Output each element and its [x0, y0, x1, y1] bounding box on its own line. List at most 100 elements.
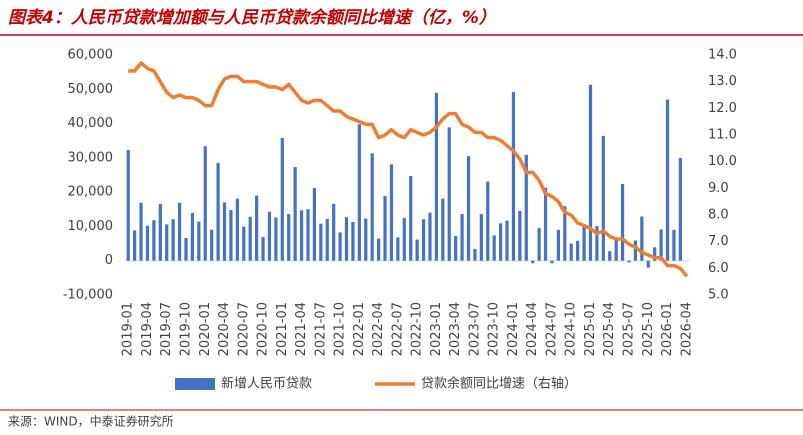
bar	[441, 198, 445, 261]
y2-tick-label: 12.0	[708, 101, 737, 116]
bar	[479, 214, 483, 261]
bar	[678, 157, 682, 261]
bar	[235, 198, 239, 261]
bar	[216, 163, 220, 261]
x-tick-label: 2024-01	[506, 302, 521, 356]
bar	[389, 164, 394, 261]
x-tick-label: 2019-10	[178, 302, 193, 356]
x-tick-label: 2023-07	[467, 302, 482, 356]
bar	[158, 203, 162, 261]
bar	[287, 214, 291, 261]
x-tick-label: 2025-01	[583, 302, 598, 356]
y2-tick-label: 9.0	[708, 181, 729, 196]
bar	[133, 230, 137, 261]
y2-tick-label: 8.0	[708, 208, 729, 223]
bar	[229, 209, 233, 261]
bar	[531, 260, 535, 264]
bar	[210, 229, 214, 261]
x-tick-label: 2022-01	[352, 302, 367, 356]
bar	[383, 195, 387, 261]
bar	[280, 137, 284, 261]
chart-title: 图表4：人民币贷款增加额与人民币贷款余额同比增速（亿，%）	[8, 8, 496, 28]
x-tick-label: 2024-04	[525, 302, 540, 356]
bar	[370, 153, 374, 261]
source: 来源：WIND，中泰证券研究所	[8, 414, 174, 429]
x-tick-label: 2022-10	[410, 302, 425, 356]
bar	[460, 214, 464, 261]
bar	[242, 226, 246, 261]
bar	[498, 223, 503, 261]
bar	[299, 210, 304, 261]
bar	[409, 176, 413, 261]
bar	[248, 216, 252, 261]
bar	[627, 260, 631, 263]
bar	[325, 218, 329, 261]
bar	[415, 239, 419, 261]
bar	[428, 212, 432, 261]
bar	[377, 238, 381, 261]
x-tick-label: 2024-10	[564, 302, 579, 356]
bar	[646, 260, 650, 268]
bar	[518, 211, 522, 261]
bar	[152, 220, 156, 261]
bar	[306, 209, 310, 261]
bar	[608, 251, 612, 261]
bar	[665, 99, 670, 261]
bar	[633, 240, 638, 261]
bar	[576, 240, 580, 261]
y2-tick-label: 11.0	[708, 128, 737, 143]
y-tick-label: 10,000	[68, 219, 114, 234]
bar	[190, 213, 195, 261]
bar	[582, 226, 586, 261]
bar	[364, 218, 368, 261]
x-tick-label: 2019-07	[159, 302, 174, 356]
x-tick-label: 2020-07	[236, 302, 251, 356]
x-tick-label: 2025-10	[641, 302, 656, 356]
bar	[537, 228, 541, 261]
x-tick-label: 2023-01	[429, 302, 444, 356]
x-tick-label: 2026-04	[679, 302, 694, 356]
bar	[177, 202, 182, 261]
legend-label: 贷款余额同比增速（右轴）	[421, 376, 577, 392]
line	[128, 61, 689, 278]
bar	[672, 229, 676, 261]
bar	[351, 221, 355, 261]
bar	[255, 195, 259, 261]
bar	[486, 181, 490, 261]
bar	[319, 223, 323, 261]
y2-tick-label: 14.0	[708, 48, 737, 63]
bar	[274, 217, 278, 261]
bar	[505, 220, 509, 261]
bar	[511, 92, 516, 261]
x-tick-label: 2020-01	[198, 302, 213, 356]
bar	[601, 135, 605, 261]
y-tick-label: 30,000	[68, 150, 114, 165]
bar	[466, 156, 471, 261]
bar	[344, 217, 349, 261]
bar	[492, 235, 496, 261]
bar	[640, 216, 644, 261]
bar	[332, 203, 336, 261]
bar	[595, 226, 599, 261]
x-tick-label: 2021-07	[313, 302, 328, 356]
bar	[197, 221, 201, 261]
x-tick-label: 2026-01	[660, 302, 675, 356]
bar	[454, 236, 458, 261]
legend-swatch	[175, 378, 215, 390]
bar	[447, 127, 451, 261]
x-tick-label: 2021-10	[333, 302, 348, 356]
bar	[126, 149, 130, 261]
x-tick-label: 2023-04	[448, 302, 463, 356]
y2-tick-label: 10.0	[708, 154, 737, 169]
x-tick-label: 2020-04	[217, 302, 232, 356]
y2-tick-label: 6.0	[708, 261, 729, 276]
y-tick-label: 50,000	[68, 82, 114, 97]
bar	[556, 229, 560, 261]
bar	[588, 84, 593, 261]
y-tick-label: -10,000	[63, 288, 113, 303]
bar	[261, 237, 265, 261]
bar	[203, 146, 207, 261]
x-tick-label: 2022-04	[371, 302, 386, 356]
bar	[402, 217, 406, 261]
